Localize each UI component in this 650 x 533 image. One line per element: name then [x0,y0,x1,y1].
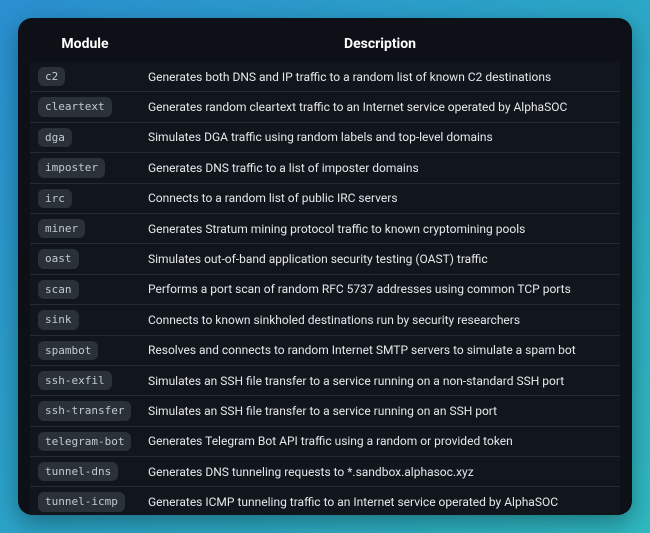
module-chip: scan [38,280,79,299]
description-cell: Connects to a random list of public IRC … [140,183,620,213]
description-cell: Performs a port scan of random RFC 5737 … [140,274,620,304]
description-cell: Generates DNS tunneling requests to *.sa… [140,457,620,487]
module-cell: miner [30,213,140,243]
table-row: cleartext Generates random cleartext traf… [30,92,620,122]
module-chip: ssh-transfer [38,401,131,420]
modules-table: Module Description c2 Generates both DNS … [30,24,620,515]
table-row: spambot Resolves and connects to random I… [30,335,620,365]
module-chip: miner [38,219,85,238]
column-header-description: Description [140,24,620,62]
module-cell: dga [30,122,140,152]
module-chip: telegram-bot [38,432,131,451]
module-chip: irc [38,189,72,208]
description-cell: Generates DNS traffic to a list of impos… [140,153,620,183]
module-cell: oast [30,244,140,274]
module-cell: c2 [30,62,140,92]
modules-panel: Module Description c2 Generates both DNS … [18,18,632,515]
module-chip: sink [38,310,79,329]
table-row: ssh-exfil Simulates an SSH file transfer … [30,365,620,395]
description-cell: Simulates an SSH file transfer to a serv… [140,396,620,426]
table-row: imposter Generates DNS traffic to a list … [30,153,620,183]
description-cell: Resolves and connects to random Internet… [140,335,620,365]
module-chip: c2 [38,67,65,86]
module-chip: spambot [38,341,98,360]
module-cell: scan [30,274,140,304]
description-cell: Connects to known sinkholed destinations… [140,305,620,335]
module-chip: oast [38,249,79,268]
column-header-module: Module [30,24,140,62]
module-cell: imposter [30,153,140,183]
module-cell: tunnel-dns [30,457,140,487]
module-cell: sink [30,305,140,335]
module-chip: cleartext [38,97,112,116]
description-cell: Simulates an SSH file transfer to a serv… [140,365,620,395]
table-row: irc Connects to a random list of public I… [30,183,620,213]
description-cell: Generates Telegram Bot API traffic using… [140,426,620,456]
module-cell: tunnel-icmp [30,487,140,515]
module-cell: irc [30,183,140,213]
description-cell: Generates both DNS and IP traffic to a r… [140,62,620,92]
module-chip: tunnel-icmp [38,492,125,511]
table-row: miner Generates Stratum mining protocol t… [30,213,620,243]
description-cell: Simulates DGA traffic using random label… [140,122,620,152]
table-row: c2 Generates both DNS and IP traffic to a… [30,62,620,92]
table-row: tunnel-icmp Generates ICMP tunneling traf… [30,487,620,515]
table-row: telegram-bot Generates Telegram Bot API t… [30,426,620,456]
table-row: ssh-transfer Simulates an SSH file transf… [30,396,620,426]
module-cell: telegram-bot [30,426,140,456]
description-cell: Generates Stratum mining protocol traffi… [140,213,620,243]
module-chip: ssh-exfil [38,371,112,390]
table-header-row: Module Description [30,24,620,62]
description-cell: Generates random cleartext traffic to an… [140,92,620,122]
module-cell: ssh-exfil [30,365,140,395]
table-row: scan Performs a port scan of random RFC 5… [30,274,620,304]
module-chip: tunnel-dns [38,462,118,481]
module-cell: cleartext [30,92,140,122]
module-chip: dga [38,128,72,147]
description-cell: Generates ICMP tunneling traffic to an I… [140,487,620,515]
table-row: sink Connects to known sinkholed destinat… [30,305,620,335]
description-cell: Simulates out-of-band application securi… [140,244,620,274]
module-cell: spambot [30,335,140,365]
table-row: dga Simulates DGA traffic using random la… [30,122,620,152]
table-row: oast Simulates out-of-band application se… [30,244,620,274]
table-row: tunnel-dns Generates DNS tunneling reques… [30,457,620,487]
module-chip: imposter [38,158,105,177]
module-cell: ssh-transfer [30,396,140,426]
